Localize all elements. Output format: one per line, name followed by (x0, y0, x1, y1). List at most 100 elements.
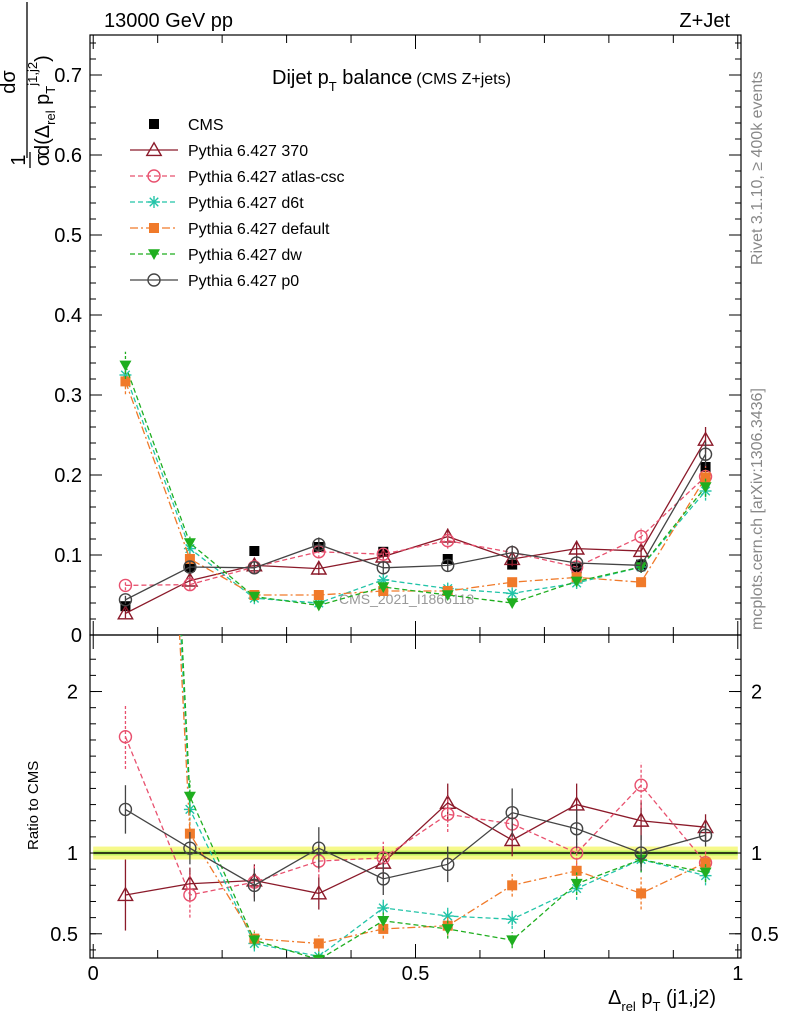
main-point-default (184, 554, 195, 564)
main-point-dw (441, 590, 454, 601)
ratio-point-dw (441, 924, 454, 935)
ratio-point-p370 (117, 886, 134, 902)
main-panel: 0 0.1 0.2 0.3 0.4 0.5 0.6 0.7 (54, 34, 742, 647)
main-point-atlas (183, 577, 197, 592)
ratio-point-atlas (118, 730, 133, 744)
main-point-dw (312, 600, 325, 612)
legend-label: Pythia 6.427 370 (188, 143, 308, 160)
legend-label: Pythia 6.427 atlas-csc (188, 169, 345, 186)
ratio-point-p0 (312, 841, 326, 855)
main-point-p0 (183, 560, 197, 574)
x-axis-label: Δrel pT (j1,j2) (608, 987, 716, 1014)
ratio-point-d6t (506, 913, 519, 926)
ratio-point-dw (570, 878, 583, 890)
header-right: Z+Jet (679, 10, 730, 32)
legend-label: Pythia 6.427 d6t (188, 195, 304, 212)
ratio-line-p0 (125, 808, 706, 887)
ratio-point-dw (248, 935, 261, 947)
analysis-watermark: CMS_2021_I1866118 (339, 591, 474, 607)
ratio-line-p370 (125, 802, 706, 896)
x-tick-label: 0 (88, 963, 99, 985)
ratio-point-atlas (183, 888, 197, 902)
legend: CMS Pythia 6.427 370 Pythia 6.427 atlas-cs… (130, 117, 345, 290)
main-point-atlas (118, 578, 133, 593)
legend-label: Pythia 6.427 default (188, 221, 330, 238)
ratio-series-atlas (118, 704, 713, 918)
ratio-y-tick-label-right: 1 (751, 843, 762, 865)
main-point-p370 (632, 542, 650, 558)
main-point-p0 (634, 558, 648, 573)
header-left: 13000 GeV pp (104, 10, 233, 32)
main-point-dw (570, 576, 583, 588)
main-point-p0 (441, 558, 455, 573)
main-point-atlas (376, 547, 390, 561)
ratio-point-default (313, 938, 324, 949)
main-point-p0 (569, 556, 584, 570)
ratio-y-tick-label-right: 2 (751, 682, 762, 704)
main-point-p370 (117, 604, 134, 620)
ratio-point-p0 (569, 822, 584, 836)
ratio-point-p0 (118, 802, 133, 817)
legend-label: Pythia 6.427 p0 (188, 273, 299, 290)
ratio-point-p370 (503, 831, 521, 847)
ratio-y-tick-label-right: 0.5 (751, 924, 779, 946)
svg-text:d(Δrel pTj1,j2): d(Δrel pTj1,j2) (25, 55, 58, 156)
legend-item-p0: Pythia 6.427 p0 (130, 273, 299, 290)
ratio-y-axis-label: Ratio to CMS (25, 761, 42, 850)
legend-item-dw: Pythia 6.427 dw (130, 247, 302, 264)
y-tick-label: 0.4 (54, 305, 82, 327)
ratio-point-d6t (377, 901, 390, 914)
ratio-series-p0 (118, 785, 713, 902)
y-tick-label: 0 (71, 625, 82, 647)
ratio-point-default (571, 865, 582, 876)
legend-item-default: Pythia 6.427 default (130, 221, 330, 238)
ratio-line-default (178, 635, 706, 945)
main-line-default (124, 381, 707, 596)
ratio-line-d6t (180, 635, 706, 958)
ratio-point-p0 (247, 878, 262, 893)
main-point-dw (506, 598, 519, 609)
y-tick-label: 0.3 (54, 385, 82, 407)
main-point-p370 (568, 539, 586, 555)
y-tick-label: 0.7 (54, 65, 82, 87)
svg-text:σ: σ (32, 153, 54, 166)
main-point-atlas (441, 533, 455, 548)
main-point-dw (248, 591, 261, 603)
ratio-point-p370 (310, 884, 328, 900)
main-point-default (507, 577, 518, 588)
ratio-point-default (636, 888, 647, 899)
ratio-point-atlas (441, 807, 455, 821)
legend-marker (145, 141, 163, 157)
ratio-point-p0 (441, 857, 455, 872)
main-line-dw (124, 365, 707, 607)
ratio-y-tick-label: 1 (67, 843, 78, 865)
main-series-p0 (118, 442, 713, 607)
legend-item-CMS: CMS (149, 117, 224, 134)
legend-item-p370: Pythia 6.427 370 (130, 141, 308, 160)
ratio-point-default (507, 880, 518, 891)
main-series-dw (119, 351, 712, 612)
main-point-p0 (118, 593, 133, 607)
ratio-point-dw (183, 791, 196, 803)
y-tick-label: 0.2 (54, 465, 82, 487)
y-tick-label: 0.5 (54, 225, 82, 247)
main-point-p0 (312, 537, 326, 552)
ratio-point-p370 (632, 812, 650, 827)
ratio-point-dw (506, 935, 519, 947)
legend-marker (149, 223, 159, 233)
ratio-point-p0 (183, 841, 197, 855)
ratio-point-p0 (634, 846, 648, 860)
legend-marker (148, 249, 160, 260)
main-point-d6t (506, 587, 519, 600)
ratio-point-p0 (698, 828, 713, 842)
main-point-p0 (376, 561, 390, 575)
ratio-point-p0 (505, 805, 519, 820)
x-tick-label: 1 (732, 963, 743, 985)
ratio-line-atlas (124, 736, 707, 896)
main-point-dw (119, 360, 132, 372)
ratio-line-dw (181, 635, 706, 958)
ratio-panel: 0 0.5 1 0.5 0.5 1 1 2 2 (50, 634, 779, 985)
legend-marker (147, 273, 161, 287)
ratio-y-tick-label: 2 (67, 682, 78, 704)
